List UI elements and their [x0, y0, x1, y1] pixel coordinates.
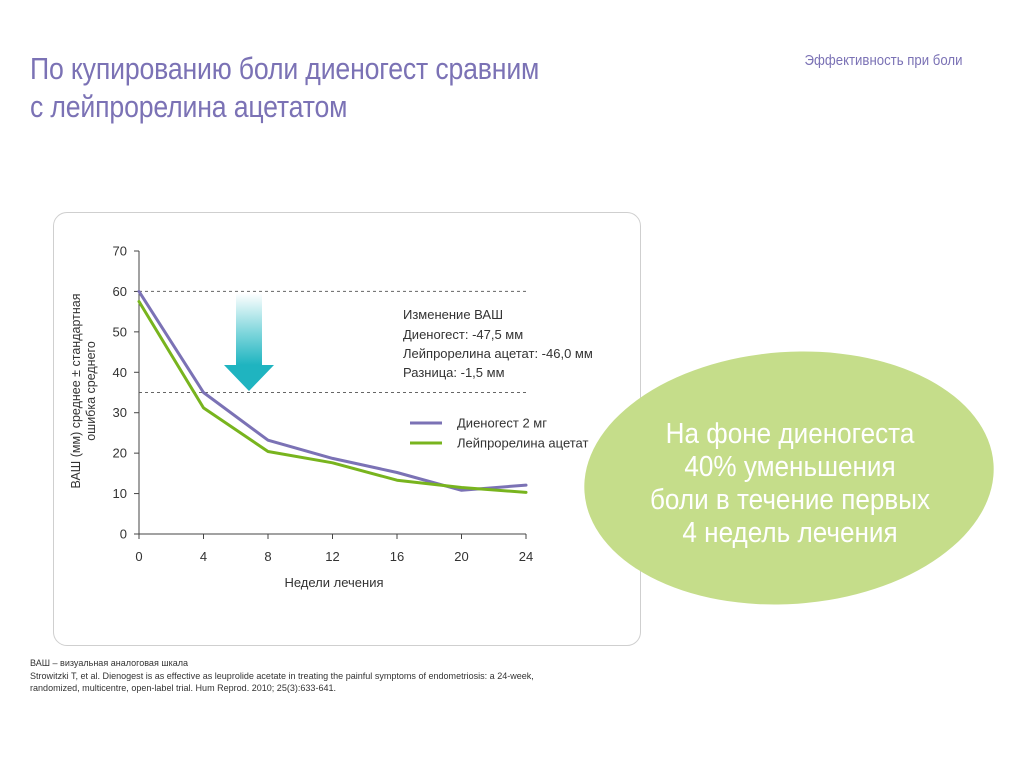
y-axis-label-line-2: ошибка среднего — [84, 341, 98, 441]
highlight-line-3: боли в течение первых — [649, 484, 931, 516]
highlight-line-2: 40% уменьшения — [684, 451, 896, 483]
x-tick-label-12: 12 — [325, 549, 339, 564]
footnote-abbreviation: ВАШ – визуальная аналоговая шкала — [30, 658, 189, 669]
vas-change-annotation: Изменение ВАШ Диеногест: -47,5 мм Лейпро… — [403, 307, 593, 380]
pain-score-chart: 0 10 20 30 40 50 60 70 0 4 8 12 16 20 24 Изменение ВАШ… — [69, 244, 593, 591]
decrease-arrow-shaft — [236, 293, 262, 365]
page-title-line-1: По купированию боли диеногест сравним — [30, 51, 540, 86]
x-tick-label-8: 8 — [264, 549, 271, 564]
series-line-2 — [137, 300, 528, 494]
y-tick-label-30: 30 — [113, 405, 127, 420]
page-title-line-2: с лейпрорелина ацетатом — [30, 89, 348, 124]
y-tick-label-10: 10 — [113, 486, 127, 501]
annotation-heading: Изменение ВАШ — [403, 307, 503, 322]
footnote: ВАШ – визуальная аналоговая шкала Strowi… — [30, 658, 590, 696]
highlight-text: На фоне диеногеста 40% уменьшения боли в… — [600, 418, 980, 550]
decrease-arrow-icon — [224, 293, 274, 391]
section-label: Эффективность при боли — [804, 52, 962, 69]
footnote-reference-line-2: randomized, multicentre, open-label tria… — [30, 683, 337, 694]
chart-panel: 0 10 20 30 40 50 60 70 0 4 8 12 16 20 24 Изменение ВАШ… — [53, 212, 641, 646]
x-tick-label-4: 4 — [200, 549, 207, 564]
y-tick-label-0: 0 — [120, 527, 127, 542]
legend-label-2: Лейпрорелина ацетат — [457, 436, 588, 451]
highlight-line-1: На фоне диеногеста — [665, 418, 915, 450]
y-tick-label-70: 70 — [113, 244, 127, 259]
annotation-difference: Разница: -1,5 мм — [403, 365, 505, 380]
decrease-arrow-head — [224, 365, 274, 391]
highlight-line-4: 4 недель лечения — [682, 517, 898, 549]
legend-label-1: Диеногест 2 мг — [457, 416, 547, 431]
x-tick-label-20: 20 — [454, 549, 468, 564]
x-tick-label-24: 24 — [519, 549, 533, 564]
y-axis-label-line-1: ВАШ (мм) среднее ± стандартная — [69, 294, 83, 489]
y-tick-label-40: 40 — [113, 365, 127, 380]
chart-legend: Диеногест 2 мг Лейпрорелина ацетат — [410, 416, 588, 451]
page-title: По купированию боли диеногест сравним с … — [30, 50, 539, 126]
footnote-reference-line-1: Strowitzki T, et al. Dienogest is as eff… — [30, 670, 534, 682]
x-tick-label-16: 16 — [390, 549, 404, 564]
x-tick-label-0: 0 — [135, 549, 142, 564]
annotation-leuprolide: Лейпрорелина ацетат: -46,0 мм — [403, 346, 593, 361]
annotation-dienogest: Диеногест: -47,5 мм — [403, 327, 523, 342]
series-line-1 — [137, 289, 528, 492]
x-axis-label: Недели лечения — [284, 575, 383, 590]
y-tick-label-20: 20 — [113, 446, 127, 461]
y-tick-label-50: 50 — [113, 324, 127, 339]
y-tick-label-60: 60 — [113, 284, 127, 299]
